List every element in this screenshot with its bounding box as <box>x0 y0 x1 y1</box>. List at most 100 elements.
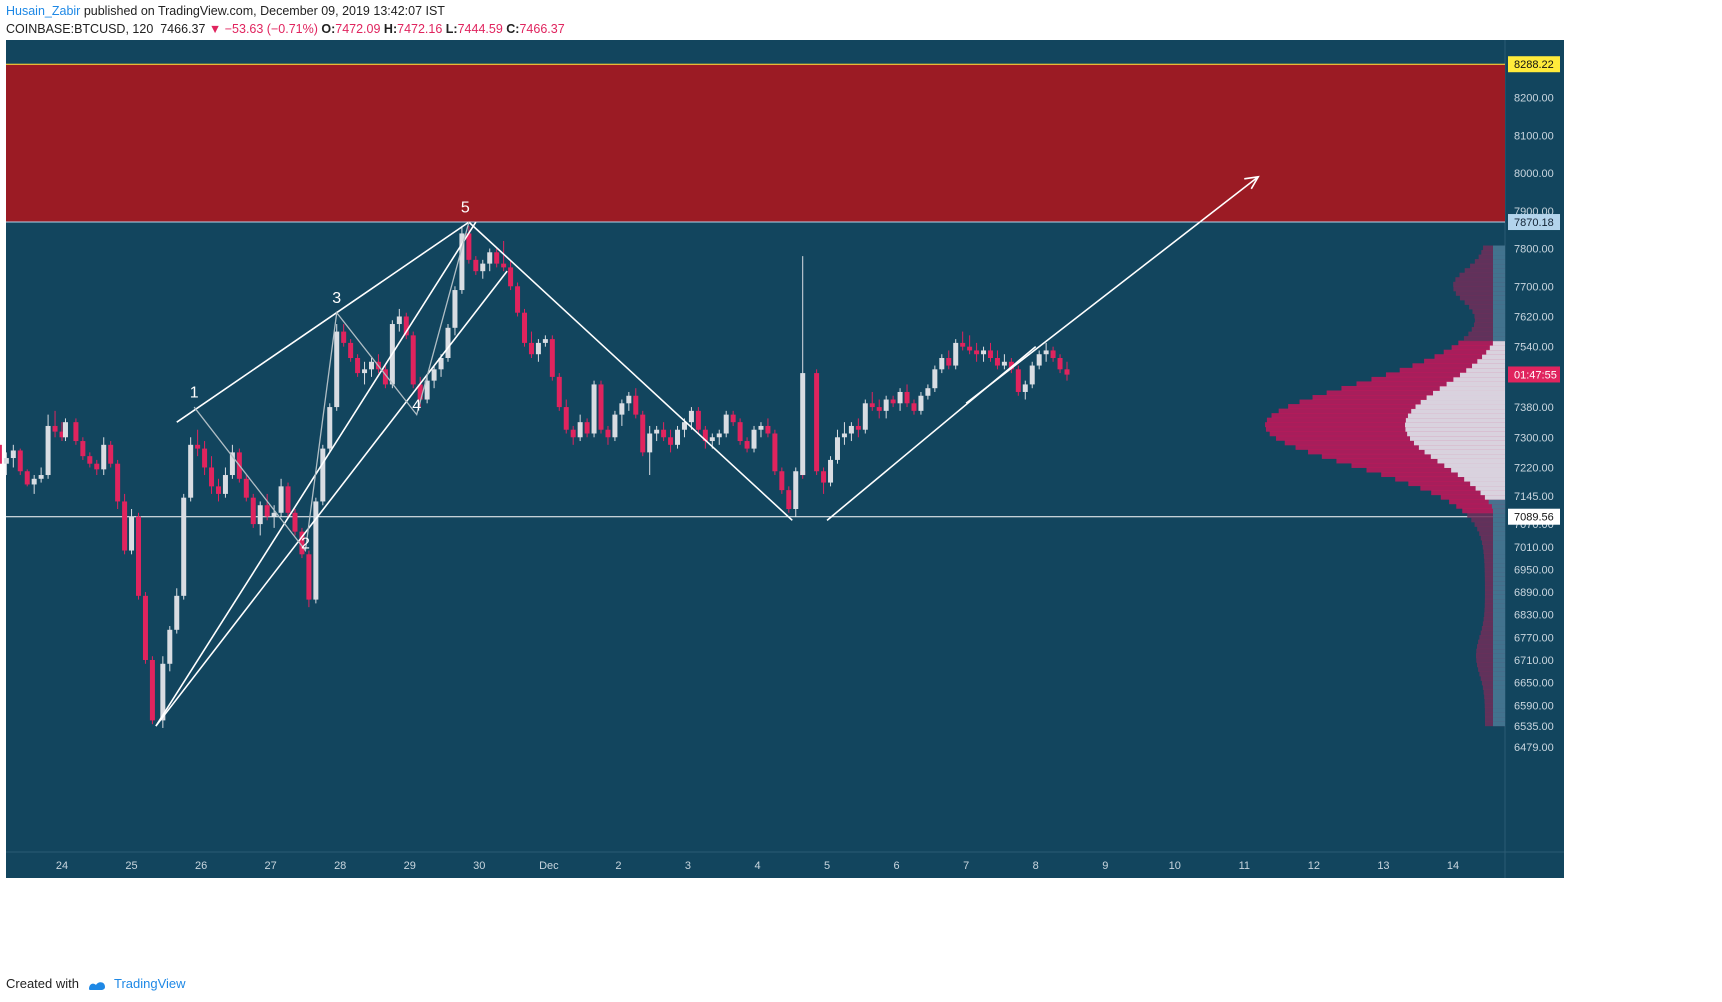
volume-profile-bar <box>1434 354 1505 360</box>
candle-body <box>45 425 51 476</box>
candle-body <box>779 471 785 491</box>
volume-profile-bar <box>1493 277 1505 283</box>
candle-body <box>897 391 903 404</box>
volume-profile-bar <box>1420 399 1505 405</box>
volume-profile-bar <box>1407 431 1505 437</box>
candle-body <box>765 425 771 434</box>
volume-profile-bar <box>1493 635 1505 641</box>
volume-profile-bar <box>1467 512 1505 518</box>
y-tick-label: 6590.00 <box>1514 700 1554 712</box>
volume-profile-bar <box>1493 594 1505 600</box>
volume-profile-bar <box>1472 363 1505 369</box>
volume-profile-bar <box>1265 426 1505 432</box>
volume-profile-bar <box>1480 675 1505 681</box>
volume-profile-bar <box>1479 530 1505 536</box>
candle-body <box>1057 358 1063 370</box>
wave-label: 1 <box>190 384 199 401</box>
candle-body <box>862 403 868 430</box>
x-tick-label: 12 <box>1308 860 1320 872</box>
candle-body <box>834 437 840 460</box>
candle-body <box>661 429 667 438</box>
candle-body <box>841 433 847 438</box>
volume-profile-bar <box>1484 494 1505 500</box>
candle-body <box>250 497 256 525</box>
x-tick-label: 11 <box>1239 860 1250 872</box>
x-tick-label: 2 <box>615 860 621 872</box>
candle-body <box>522 312 528 343</box>
volume-profile-bar <box>1493 286 1505 292</box>
volume-profile-bar <box>1336 458 1505 464</box>
volume-profile-bar <box>1453 376 1505 382</box>
candle-body <box>417 384 423 400</box>
volume-profile-bar <box>1453 286 1505 292</box>
volume-profile-bar <box>1493 666 1505 672</box>
volume-profile-bar <box>1488 499 1505 505</box>
volume-profile-bar <box>1493 263 1505 269</box>
candle-body <box>1029 365 1035 385</box>
volume-profile-bar <box>1493 576 1505 582</box>
candle-body <box>87 456 93 464</box>
volume-profile-bar <box>1482 354 1505 360</box>
volume-profile-bar <box>1493 684 1505 690</box>
volume-profile-bar <box>1493 698 1505 704</box>
volume-profile-bar <box>1326 390 1505 396</box>
candle-body <box>535 342 541 355</box>
x-tick-label: 24 <box>56 860 68 872</box>
time-axis <box>6 852 1564 878</box>
candle-body <box>828 459 834 483</box>
candle-body <box>598 384 604 430</box>
volume-profile-bar <box>1439 385 1505 391</box>
volume-profile-bar <box>1458 340 1505 346</box>
candle-body <box>278 486 284 513</box>
volume-profile-bar <box>1276 435 1505 441</box>
tradingview-link[interactable]: TradingView <box>114 976 186 991</box>
volume-profile-bar <box>1493 621 1505 627</box>
volume-profile-bar <box>1493 508 1505 514</box>
candle-body <box>654 429 660 434</box>
candle-body <box>368 361 374 370</box>
author-link[interactable]: Husain_Zabir <box>6 4 81 18</box>
candle-body <box>695 410 701 430</box>
volume-profile-bar <box>1462 508 1505 514</box>
volume-profile-bar <box>1493 254 1505 260</box>
volume-profile-bar <box>1493 549 1505 555</box>
candle-body <box>94 463 100 470</box>
y-tick-label: 7700.00 <box>1514 281 1554 293</box>
volume-profile-bar <box>1266 417 1505 423</box>
volume-profile-bar <box>1493 539 1505 545</box>
candle-body <box>716 433 722 438</box>
candle-body <box>960 342 966 347</box>
candle-body <box>987 350 993 358</box>
wave-label: 2 <box>301 535 310 552</box>
candle-body <box>355 358 361 374</box>
resistance-zone <box>6 64 1505 223</box>
volume-profile-bar <box>1271 413 1505 419</box>
candle-body <box>136 516 142 596</box>
volume-profile-bar <box>1492 340 1505 346</box>
volume-profile-bar <box>1493 653 1505 659</box>
volume-profile-bar <box>1464 476 1505 482</box>
volume-profile-bar <box>1415 404 1505 410</box>
high-label: H: <box>383 22 398 36</box>
candle-body <box>911 403 917 411</box>
x-tick-label: 5 <box>824 860 830 872</box>
volume-profile-bar <box>1479 635 1505 641</box>
y-tick-label: 7300.00 <box>1514 432 1554 444</box>
candle-body <box>633 395 639 415</box>
candle-body <box>17 450 23 472</box>
candle-body <box>793 471 799 509</box>
volume-profile-bar <box>1446 381 1505 387</box>
symbol-label[interactable]: COINBASE:BTCUSD, 120 <box>6 22 154 36</box>
candle-body <box>758 425 764 430</box>
volume-profile-bar <box>1493 712 1505 718</box>
x-tick-label: 14 <box>1447 860 1459 872</box>
candle-body <box>195 444 201 449</box>
volume-profile-bar <box>1474 521 1505 527</box>
volume-profile-bar <box>1493 657 1505 663</box>
candle-body <box>0 444 2 464</box>
candle-body <box>904 391 910 404</box>
y-tick-label: 6535.00 <box>1514 721 1554 733</box>
open-value: 7472.09 <box>335 22 381 36</box>
candle-body <box>501 263 507 268</box>
